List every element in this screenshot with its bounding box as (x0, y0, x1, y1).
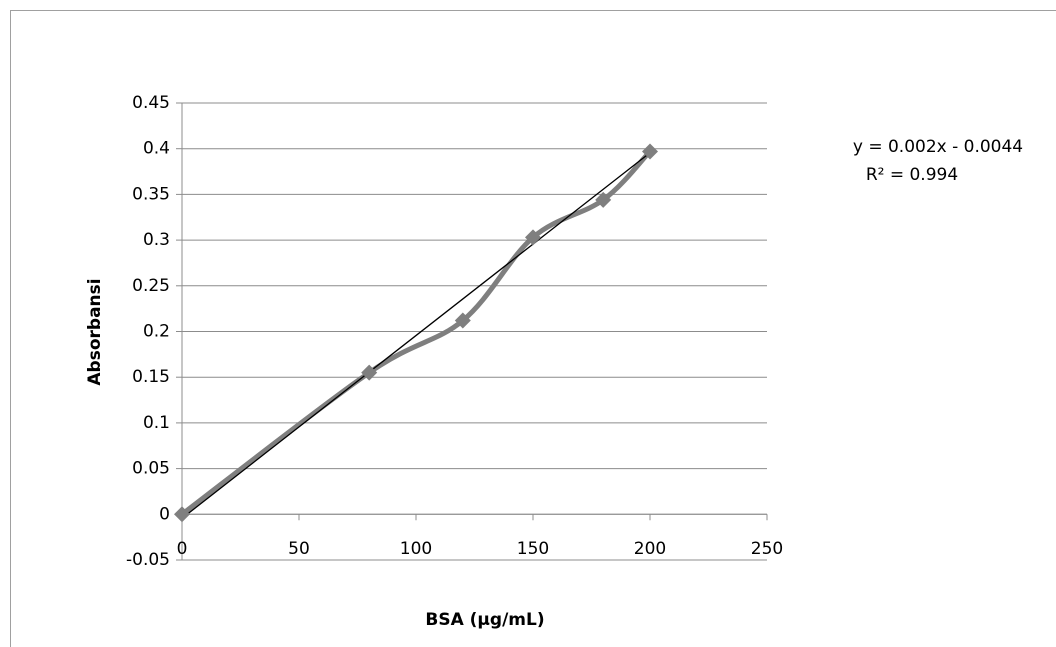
trendline (181, 152, 651, 519)
y-tick-label: 0.1 (143, 413, 170, 433)
data-point (595, 191, 612, 208)
y-tick-label: 0.2 (143, 322, 170, 342)
data-point (174, 506, 190, 523)
x-tick-label: 100 (400, 539, 432, 559)
data-point (642, 143, 658, 160)
y-tick-label: 0.35 (132, 184, 170, 204)
chart-border (10, 10, 1056, 647)
y-tick-label: 0.15 (132, 367, 170, 387)
y-tick-label: 0.25 (132, 276, 170, 296)
y-tick-label: 0.4 (143, 139, 170, 159)
x-tick-label: 200 (634, 539, 666, 559)
data-point (361, 364, 378, 381)
data-point (454, 312, 471, 329)
y-tick-label: 0 (159, 504, 170, 524)
data-point (525, 229, 541, 246)
y-tick-label: 0.05 (132, 459, 170, 479)
y-tick-label: -0.05 (126, 550, 170, 570)
x-tick-label: 0 (177, 539, 188, 559)
y-tick-label: 0.3 (143, 230, 170, 250)
x-tick-label: 150 (517, 539, 549, 559)
trendline-equation: y = 0.002x - 0.0044 (853, 137, 1023, 157)
x-tick-label: 50 (288, 539, 310, 559)
y-tick-label: 0.45 (132, 93, 170, 113)
trendline-r-squared: R² = 0.994 (866, 165, 958, 185)
y-axis-title: Absorbansi (85, 278, 105, 385)
x-tick-label: 250 (751, 539, 783, 559)
x-axis-title: BSA (µg/mL) (425, 610, 544, 630)
